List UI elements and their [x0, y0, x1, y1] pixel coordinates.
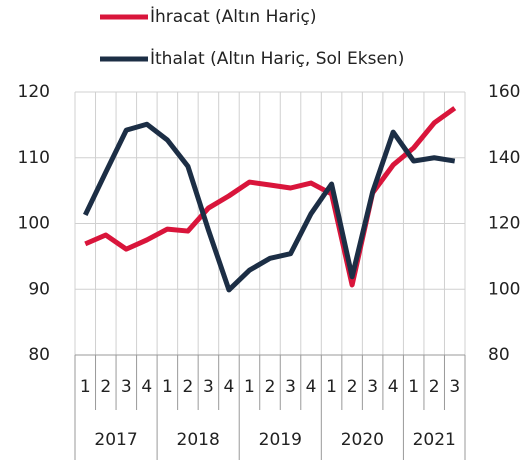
- x-tick-label: 2: [182, 377, 193, 397]
- legend-label: İhracat (Altın Hariç): [150, 6, 316, 27]
- year-label: 2017: [94, 430, 137, 450]
- x-tick-label: 1: [326, 377, 337, 397]
- y-tick-label: 90: [28, 279, 50, 299]
- x-tick-label: 4: [224, 377, 235, 397]
- x-tick-label: 3: [449, 377, 460, 397]
- x-tick-label: 2: [100, 377, 111, 397]
- x-tick-label: 4: [141, 377, 152, 397]
- year-label: 2018: [177, 430, 220, 450]
- x-tick-label: 4: [388, 377, 399, 397]
- y-tick-label: 80: [28, 345, 50, 365]
- x-tick-label: 2: [265, 377, 276, 397]
- x-tick-label: 4: [306, 377, 317, 397]
- year-label: 2019: [259, 430, 302, 450]
- x-tick-label: 3: [285, 377, 296, 397]
- y2-tick-label: 120: [488, 214, 520, 234]
- x-tick-label: 3: [203, 377, 214, 397]
- x-tick-label: 1: [162, 377, 173, 397]
- x-tick-label: 2: [429, 377, 440, 397]
- year-label: 2020: [341, 430, 384, 450]
- y-tick-label: 100: [18, 214, 50, 234]
- y-tick-label: 120: [18, 82, 50, 102]
- x-tick-label: 3: [367, 377, 378, 397]
- x-tick-label: 2: [347, 377, 358, 397]
- x-tick-label: 1: [408, 377, 419, 397]
- series-line: [84, 106, 457, 288]
- y2-tick-label: 160: [488, 82, 520, 102]
- y2-tick-label: 80: [488, 345, 510, 365]
- series-line: [83, 121, 456, 293]
- y2-tick-label: 100: [488, 279, 520, 299]
- year-label: 2021: [413, 430, 456, 450]
- legend-label: İthalat (Altın Hariç, Sol Eksen): [150, 48, 404, 69]
- x-tick-label: 3: [121, 377, 132, 397]
- y-tick-label: 110: [18, 148, 50, 168]
- y2-tick-label: 140: [488, 148, 520, 168]
- x-tick-label: 1: [80, 377, 91, 397]
- x-tick-label: 1: [244, 377, 255, 397]
